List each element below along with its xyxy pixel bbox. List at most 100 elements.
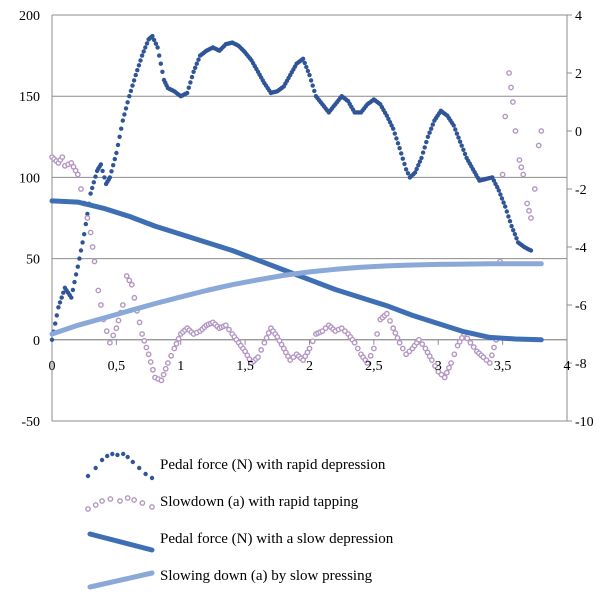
data-point	[139, 53, 145, 58]
data-point	[524, 200, 530, 207]
data-point	[506, 214, 511, 219]
data-point	[391, 126, 396, 131]
data-point	[396, 339, 403, 346]
data-point	[309, 338, 316, 345]
data-point	[430, 122, 435, 127]
data-point	[128, 88, 134, 94]
data-point	[432, 362, 438, 369]
data-point	[123, 106, 129, 111]
data-point	[91, 258, 98, 265]
data-point	[456, 135, 461, 140]
data-point	[128, 281, 135, 288]
legend-symbol	[131, 497, 137, 503]
legend-entry: Slowing down (a) by slow pressing	[87, 568, 373, 590]
data-point	[143, 45, 148, 50]
data-point	[77, 256, 82, 261]
data-point	[462, 151, 468, 157]
data-point	[443, 369, 450, 376]
data-point	[451, 351, 458, 358]
y-right-tick-label: -8	[575, 357, 587, 372]
data-point	[87, 229, 94, 236]
x-tick-label: 1,5	[236, 359, 254, 374]
data-point	[113, 325, 120, 332]
data-point	[514, 236, 519, 241]
data-point	[155, 45, 160, 50]
tick-labels: -50 0 50 100 150 200 -10 -8 -6 -4 -2 0 2 4 0 0,5 1 1,5 2 2,…	[19, 9, 594, 430]
series-line	[49, 261, 544, 337]
y-right-tick-label: 2	[575, 67, 582, 82]
legend-entry: Pedal force (N) with rapid depression	[85, 451, 386, 481]
data-point	[188, 80, 193, 85]
data-point	[57, 300, 63, 305]
data-point	[417, 159, 423, 164]
data-point	[115, 317, 122, 324]
data-point	[454, 131, 460, 136]
data-point	[120, 118, 126, 123]
series-layer	[49, 33, 545, 384]
legend-label: Pedal force (N) with a slow depression	[160, 531, 394, 547]
data-point	[54, 313, 59, 318]
data-point	[158, 61, 163, 66]
data-point	[425, 134, 431, 139]
data-point	[123, 273, 130, 279]
data-point	[504, 209, 509, 214]
data-point	[395, 141, 401, 146]
legend-symbol	[107, 496, 114, 502]
data-point	[189, 74, 195, 80]
data-point	[100, 168, 105, 174]
data-point	[302, 60, 307, 66]
y-right-tick-label: -6	[575, 299, 587, 314]
x-tick-label: 0	[49, 359, 56, 374]
data-point	[399, 345, 406, 352]
data-point	[85, 211, 90, 217]
data-point	[171, 345, 178, 352]
legend-symbol	[85, 473, 91, 479]
data-point	[516, 157, 523, 163]
data-point	[520, 171, 527, 178]
legend-entry: Pedal force (N) with a slow depression	[87, 531, 394, 553]
data-point	[162, 365, 169, 372]
y-left-tick-label: -50	[21, 415, 40, 430]
legend-symbol	[149, 504, 155, 510]
data-point	[419, 341, 426, 347]
data-point	[115, 142, 121, 148]
data-point	[394, 334, 401, 341]
data-point	[109, 169, 114, 174]
data-point	[491, 178, 497, 183]
data-point	[496, 188, 501, 193]
legend-symbol	[110, 451, 115, 457]
data-point	[82, 232, 87, 237]
series-line	[49, 198, 544, 343]
data-point	[150, 33, 155, 39]
data-point	[90, 185, 95, 191]
data-point	[185, 90, 190, 96]
data-point	[160, 69, 165, 75]
data-point	[59, 154, 66, 161]
data-point	[186, 85, 191, 90]
legend-symbol	[92, 502, 99, 508]
x-tick-label: 3	[435, 359, 442, 374]
data-point	[114, 150, 119, 156]
data-point	[392, 330, 399, 336]
x-tick-label: 2	[306, 359, 313, 374]
data-point	[158, 377, 165, 384]
data-point	[136, 63, 142, 68]
data-point	[470, 344, 477, 350]
data-point	[143, 344, 150, 351]
x-tick-label: 0,5	[108, 359, 126, 374]
data-point	[528, 215, 534, 221]
data-point	[126, 277, 133, 284]
data-point	[131, 78, 137, 83]
data-point	[226, 326, 232, 333]
data-point	[193, 65, 198, 71]
data-point	[386, 116, 391, 122]
data-point	[119, 126, 124, 131]
data-point	[412, 170, 418, 175]
data-point	[459, 143, 464, 148]
data-point	[390, 325, 397, 332]
data-point	[70, 287, 76, 293]
legend-symbol	[117, 498, 123, 504]
data-point	[306, 345, 313, 352]
legend-symbol	[137, 465, 142, 471]
data-point	[486, 360, 493, 366]
